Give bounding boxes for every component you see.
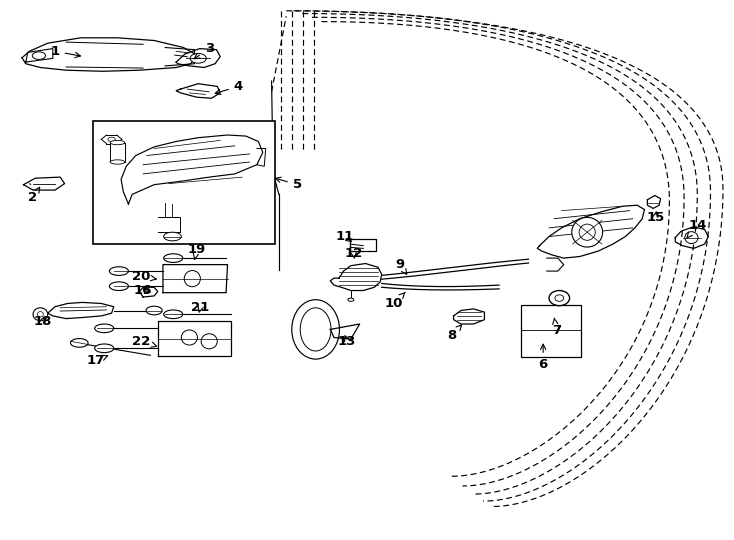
Ellipse shape <box>32 52 46 59</box>
Ellipse shape <box>70 339 88 347</box>
Ellipse shape <box>549 291 570 306</box>
Ellipse shape <box>33 308 48 321</box>
Text: 10: 10 <box>385 292 405 310</box>
Text: 12: 12 <box>345 247 363 260</box>
Text: 19: 19 <box>188 243 206 259</box>
Ellipse shape <box>109 267 128 275</box>
Text: 11: 11 <box>336 230 354 243</box>
Ellipse shape <box>181 330 197 345</box>
Text: 17: 17 <box>87 354 108 367</box>
Ellipse shape <box>201 334 217 349</box>
Ellipse shape <box>95 324 114 333</box>
Ellipse shape <box>572 217 603 247</box>
Text: 6: 6 <box>539 344 548 371</box>
Ellipse shape <box>348 298 354 301</box>
Ellipse shape <box>579 224 595 240</box>
Ellipse shape <box>164 254 183 262</box>
Bar <box>521 305 581 357</box>
Ellipse shape <box>108 137 115 141</box>
Text: 22: 22 <box>132 335 156 348</box>
Ellipse shape <box>109 282 128 291</box>
Text: 18: 18 <box>33 315 52 328</box>
Ellipse shape <box>110 140 125 145</box>
Bar <box>110 143 125 162</box>
Text: 13: 13 <box>338 335 357 348</box>
Text: 5: 5 <box>275 177 302 191</box>
Ellipse shape <box>95 344 114 353</box>
Ellipse shape <box>110 160 125 164</box>
Ellipse shape <box>37 312 43 317</box>
Ellipse shape <box>184 271 200 287</box>
Ellipse shape <box>291 300 339 359</box>
Ellipse shape <box>190 53 206 63</box>
Text: 1: 1 <box>51 45 81 58</box>
Text: 16: 16 <box>134 284 153 297</box>
Text: 20: 20 <box>131 270 156 283</box>
Ellipse shape <box>685 232 698 244</box>
Text: 2: 2 <box>29 187 40 204</box>
Text: 3: 3 <box>195 42 214 59</box>
Ellipse shape <box>555 295 564 301</box>
Text: 7: 7 <box>552 318 561 337</box>
Text: 8: 8 <box>447 325 462 342</box>
Text: 4: 4 <box>215 80 243 94</box>
Ellipse shape <box>164 232 181 241</box>
Text: 15: 15 <box>647 211 664 224</box>
Text: 9: 9 <box>396 258 407 274</box>
Ellipse shape <box>146 306 162 315</box>
Bar <box>93 121 275 244</box>
Ellipse shape <box>300 308 331 351</box>
Ellipse shape <box>164 310 183 319</box>
Text: 14: 14 <box>687 219 707 238</box>
Text: 21: 21 <box>192 301 209 314</box>
